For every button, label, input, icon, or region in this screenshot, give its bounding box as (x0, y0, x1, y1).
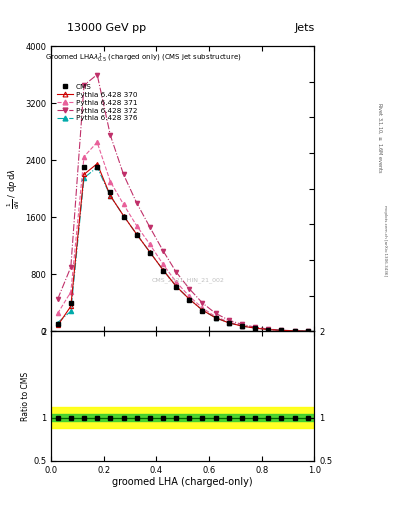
Text: Groomed LHA$\lambda^{1}_{0.5}$ (charged only) (CMS jet substructure): Groomed LHA$\lambda^{1}_{0.5}$ (charged … (45, 52, 242, 65)
Text: Rivet 3.1.10, $\geq$ 1.6M events: Rivet 3.1.10, $\geq$ 1.6M events (375, 102, 383, 174)
Text: 13000 GeV pp: 13000 GeV pp (66, 23, 146, 33)
Y-axis label: Ratio to CMS: Ratio to CMS (21, 371, 30, 420)
X-axis label: groomed LHA (charged-only): groomed LHA (charged-only) (112, 477, 253, 487)
Y-axis label: $\frac{1}{\mathrm{d}N}$ / $\mathrm{d}p\,\mathrm{d}\lambda$: $\frac{1}{\mathrm{d}N}$ / $\mathrm{d}p\,… (6, 168, 22, 209)
Text: Jets: Jets (294, 23, 314, 33)
Legend: CMS, Pythia 6.428 370, Pythia 6.428 371, Pythia 6.428 372, Pythia 6.428 376: CMS, Pythia 6.428 370, Pythia 6.428 371,… (57, 84, 138, 121)
Text: mcplots.cern.ch [arXiv:1306.3436]: mcplots.cern.ch [arXiv:1306.3436] (383, 205, 387, 276)
Text: CMS_2021_HIN_21_002: CMS_2021_HIN_21_002 (152, 277, 224, 283)
